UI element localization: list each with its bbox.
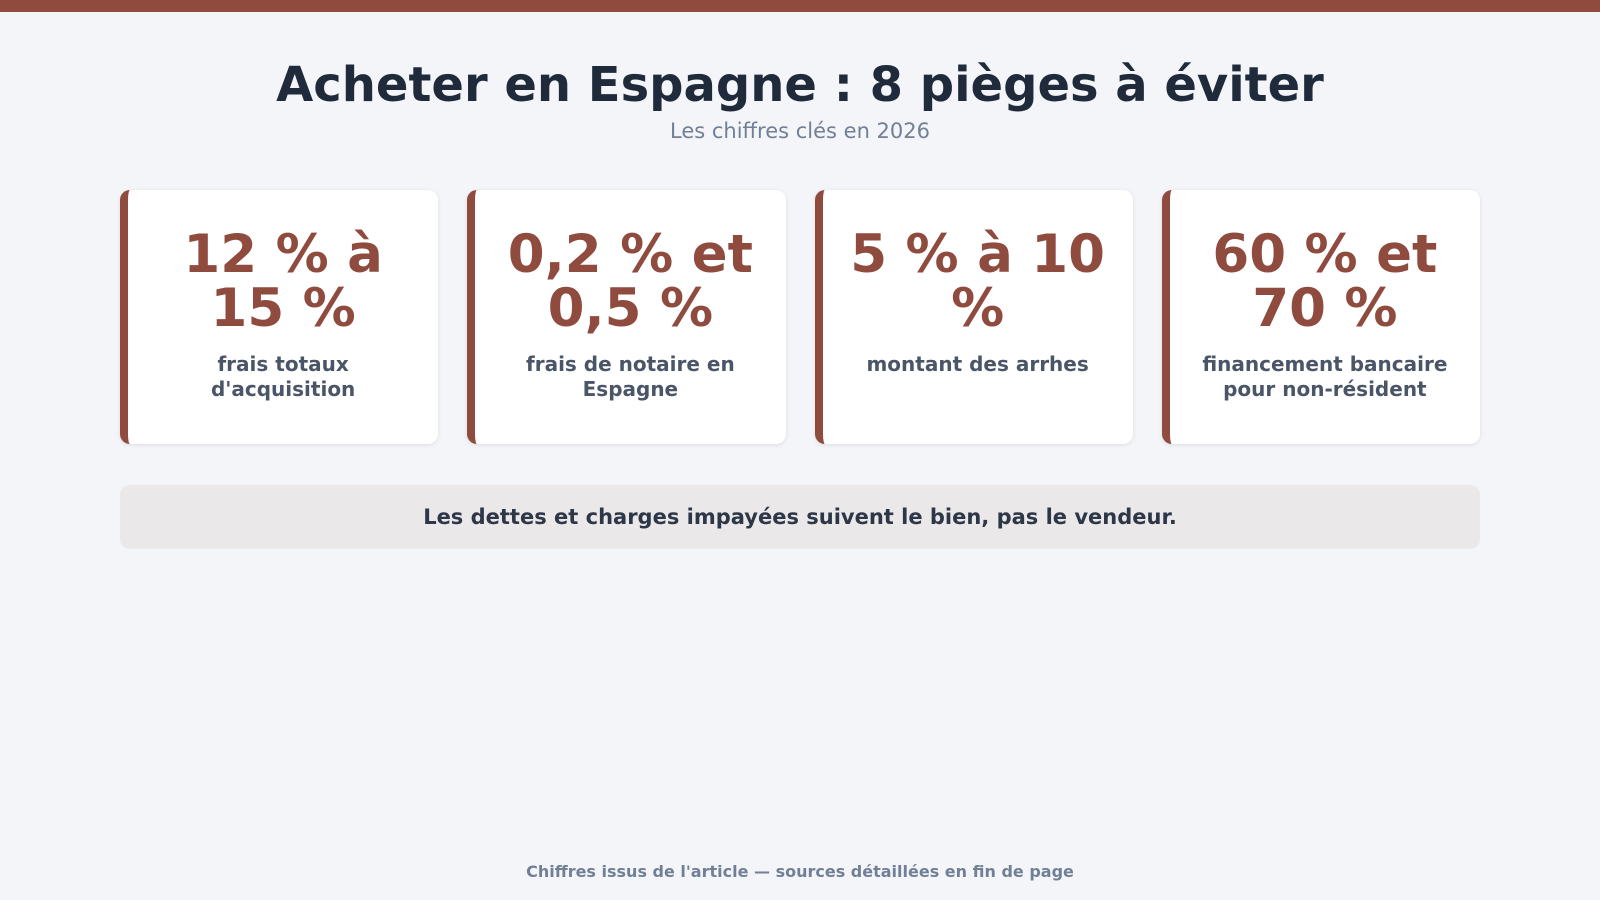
top-accent-bar — [0, 0, 1600, 12]
page-title: Acheter en Espagne : 8 pièges à éviter — [276, 57, 1324, 113]
stat-label: montant des arrhes — [866, 352, 1089, 376]
header: Acheter en Espagne : 8 pièges à éviter L… — [0, 54, 1600, 144]
stat-value: 5 % à 10 % — [850, 224, 1106, 339]
key-note-text: Les dettes et charges impayées suivent l… — [423, 505, 1177, 529]
stat-label: frais totaux d'acquisition — [210, 352, 356, 401]
key-note-box: Les dettes et charges impayées suivent l… — [120, 485, 1480, 549]
stat-label: frais de notaire en Espagne — [526, 352, 735, 401]
stat-label: financement bancaire pour non-résident — [1202, 352, 1448, 401]
stat-card-deposit: 5 % à 10 % montant des arrhes — [814, 190, 1133, 444]
stat-value: 60 % et 70 % — [1212, 224, 1438, 339]
stat-card-bank-financing: 60 % et 70 % financement bancaire pour n… — [1161, 190, 1480, 444]
stat-cards: 12 % à 15 % frais totaux d'acquisition 0… — [120, 190, 1480, 444]
stat-card-notary-fees: 0,2 % et 0,5 % frais de notaire en Espag… — [467, 190, 786, 444]
stat-value: 0,2 % et 0,5 % — [507, 224, 753, 339]
footer-sources-note: Chiffres issus de l'article — sources dé… — [526, 862, 1074, 881]
stat-card-acquisition-fees: 12 % à 15 % frais totaux d'acquisition — [120, 190, 439, 444]
page-subtitle: Les chiffres clés en 2026 — [670, 119, 930, 143]
stat-value: 12 % à 15 % — [183, 224, 383, 339]
